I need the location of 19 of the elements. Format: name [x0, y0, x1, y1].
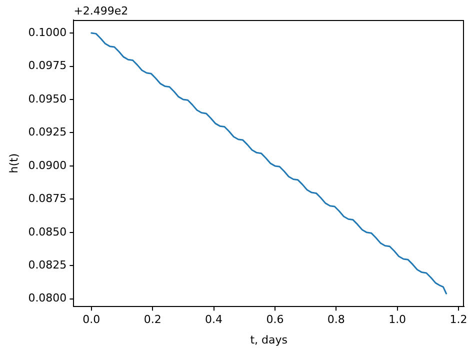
y-tick-label: 0.0825: [28, 258, 67, 272]
x-tick-label: 0.2: [144, 313, 162, 326]
y-tick-label: 0.0950: [28, 92, 67, 106]
y-tick-label: 0.0925: [28, 126, 67, 139]
y-tick-label: 0.0900: [28, 158, 67, 172]
y-tick-label: 0.0975: [28, 59, 67, 72]
x-tick-label: 1.2: [450, 313, 468, 326]
x-tick-label: 0.6: [266, 313, 284, 326]
y-tick-label: 0.1000: [28, 26, 67, 39]
text: +2.499e2: [74, 4, 128, 18]
y-tick-label: 0.0800: [28, 292, 67, 305]
x-tick-label: 0.8: [327, 313, 345, 326]
y-axis-title: h(t): [7, 153, 20, 174]
x-tick-label: 0.4: [205, 313, 223, 326]
x-tick-label: 1.0: [388, 313, 406, 326]
y-tick-label: 0.0850: [28, 225, 67, 238]
x-tick-label: 0.0: [82, 313, 100, 326]
y-tick-label: 0.0875: [28, 192, 67, 206]
x-axis-title: t, days: [250, 333, 288, 346]
